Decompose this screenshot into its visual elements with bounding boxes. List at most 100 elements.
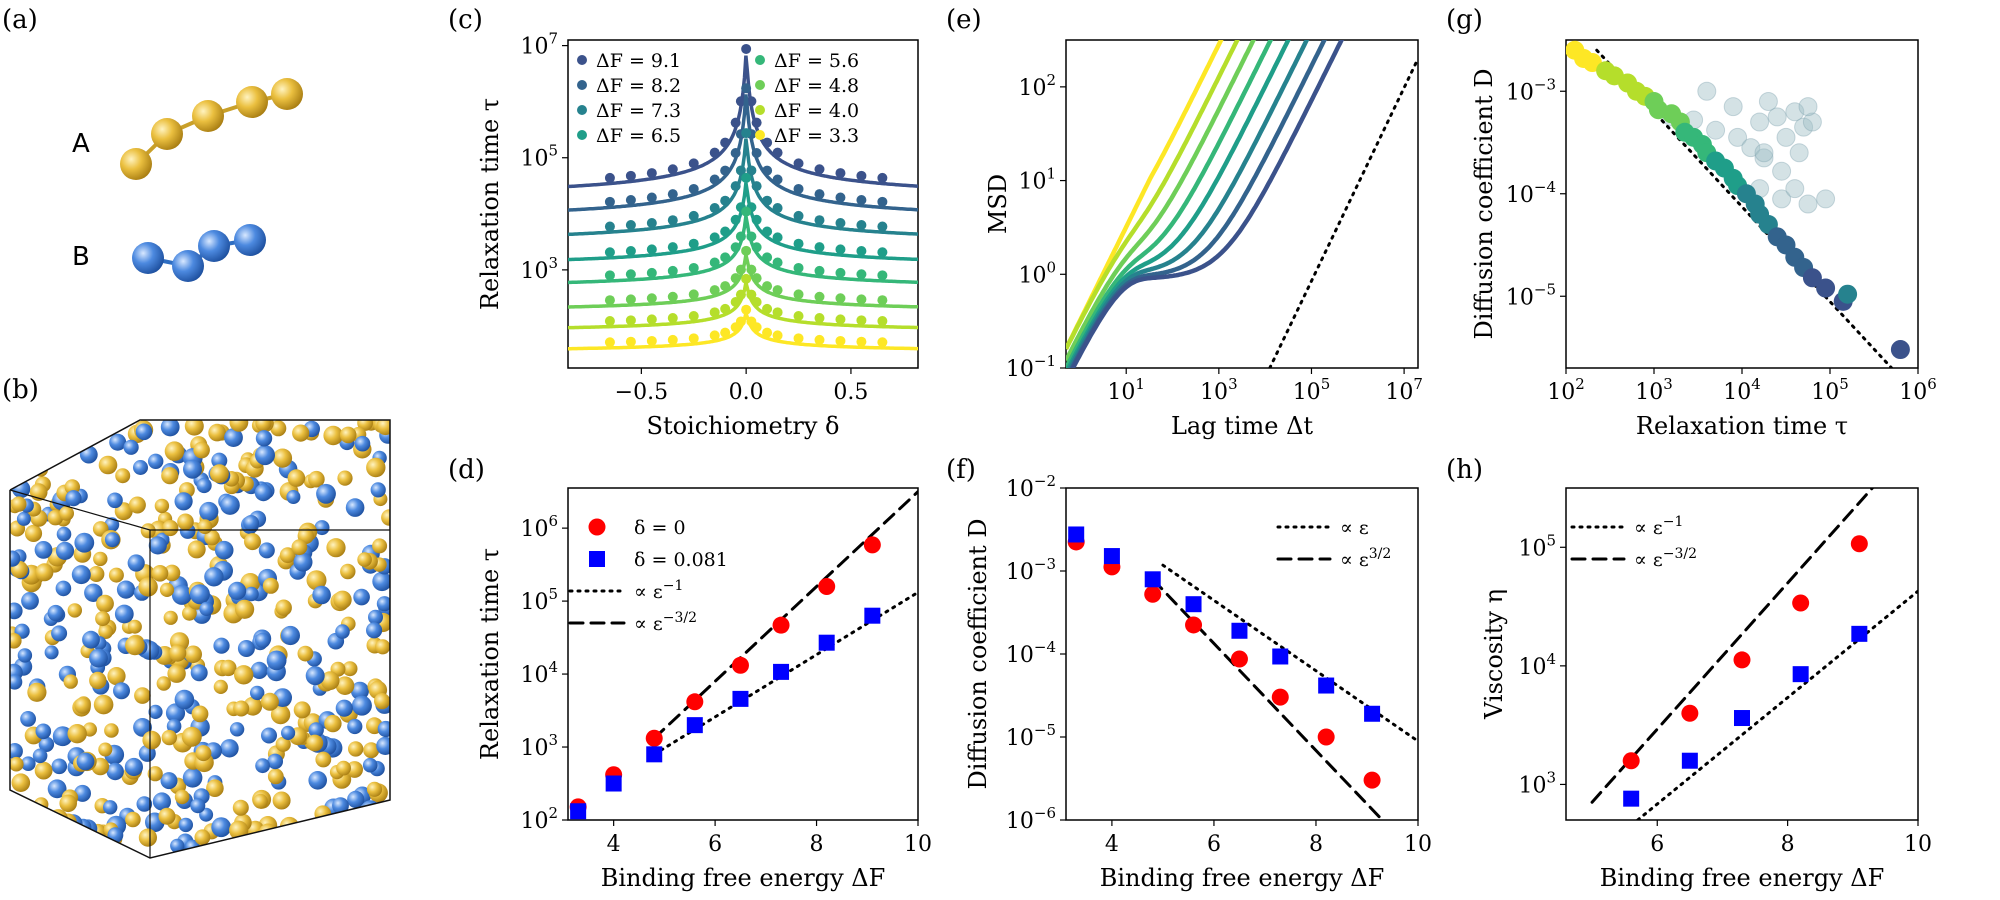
legend-label: ∝ ε−3/2 (1634, 546, 1697, 571)
data-point (814, 215, 825, 226)
x-tick-label: 103 (1635, 375, 1673, 405)
particle-b (183, 459, 202, 479)
particle-a (89, 671, 107, 690)
data-point (730, 242, 741, 253)
particle-a (313, 839, 334, 858)
data-point (772, 616, 790, 634)
data-point (730, 181, 741, 192)
particle-b (182, 768, 203, 788)
data-point (835, 335, 846, 346)
data-point (604, 172, 615, 183)
particle-a (204, 529, 220, 546)
particle-a (275, 599, 292, 616)
y-tick-label: 103 (520, 731, 558, 761)
data-point (835, 218, 846, 229)
particle-a (70, 420, 89, 433)
particle-a (253, 793, 268, 809)
data-point (667, 242, 678, 253)
y-axis-label: Diffusion coefficient D (1470, 68, 1498, 339)
particle-a (169, 644, 187, 662)
plot-area (1566, 40, 1910, 368)
particle-a (306, 570, 327, 591)
data-point (751, 322, 762, 333)
data-point (741, 273, 752, 284)
data-point (646, 267, 657, 278)
data-point (793, 333, 804, 344)
particle-a (357, 552, 372, 567)
chart-c-relaxation-vs-stoichiometry: −0.5 0.0 0.5 103 105 107 Stoichiometry δ Relaxa… (476, 30, 919, 440)
y-tick-label: 103 (1518, 768, 1556, 798)
particle-a (326, 538, 346, 558)
data-point (720, 281, 731, 292)
x-tick-label: −0.5 (615, 380, 668, 405)
particle-a (244, 533, 261, 551)
particle-a (275, 736, 291, 752)
y-tick-label: 10−6 (1006, 804, 1056, 834)
particle-a (67, 724, 87, 744)
particle-a (270, 704, 291, 725)
particle-b (56, 526, 72, 542)
plot-area (569, 490, 918, 820)
particle-a (115, 468, 131, 484)
particle-a (234, 665, 254, 685)
particle-b (347, 790, 365, 809)
data-point (735, 231, 746, 242)
y-tick-label: 102 (1018, 71, 1056, 101)
particle-a (34, 761, 53, 780)
particle-a (11, 496, 27, 512)
data-point (730, 117, 741, 128)
msd-curve (1070, 40, 1345, 368)
faded-point (1802, 112, 1822, 132)
x-tick-label: 0.5 (833, 380, 868, 405)
particle-b (160, 772, 178, 790)
faded-point (1772, 161, 1792, 181)
particle-b (52, 726, 73, 747)
particle-b (293, 552, 313, 572)
particle-a (197, 519, 213, 535)
x-tick-label: 6 (708, 832, 722, 857)
data-point (814, 313, 825, 324)
legend: ΔF = 9.1 ΔF = 8.2 ΔF = 7.3 ΔF = 6.5 ΔF = 5.6… (577, 50, 859, 147)
particle-b (240, 844, 257, 858)
data-point (645, 729, 663, 747)
particle-a (107, 667, 126, 686)
particle-a (88, 566, 105, 582)
data-point (1144, 585, 1162, 603)
data-point (604, 295, 615, 306)
data-point (818, 578, 836, 596)
data-point (1816, 278, 1836, 298)
panel-label-b: (b) (2, 375, 39, 405)
particle-a (104, 723, 119, 738)
particle-a (74, 697, 91, 714)
particle-b (228, 581, 247, 601)
particle-b (350, 681, 369, 700)
particle-a (10, 633, 22, 649)
y-tick-label: 105 (520, 142, 558, 172)
particle-a (375, 639, 390, 655)
particle-b (104, 532, 120, 548)
particle-a (10, 756, 24, 772)
particle-a (73, 830, 93, 850)
data-point (793, 210, 804, 221)
particle-b (55, 541, 75, 561)
data-point (835, 314, 846, 325)
data-point (605, 775, 622, 792)
particle-a (68, 842, 85, 858)
data-point (741, 172, 752, 183)
particle-b (148, 536, 167, 555)
x-tick-label: 8 (1309, 832, 1323, 857)
panel-label-e: (e) (946, 5, 982, 35)
data-point (877, 221, 888, 232)
particle-b (174, 492, 193, 511)
data-point (741, 128, 752, 139)
data-point (735, 96, 746, 107)
data-point (856, 194, 867, 205)
data-point (720, 252, 731, 263)
particle-b (214, 540, 234, 560)
particle-b (229, 722, 245, 737)
data-point (835, 168, 846, 179)
data-point (741, 43, 752, 54)
data-point (814, 189, 825, 200)
chart-f-diffusion-vs-binding: 4 6 8 10 10−6 10−5 10−4 10−3 10−2 Binding free en… (964, 472, 1432, 892)
